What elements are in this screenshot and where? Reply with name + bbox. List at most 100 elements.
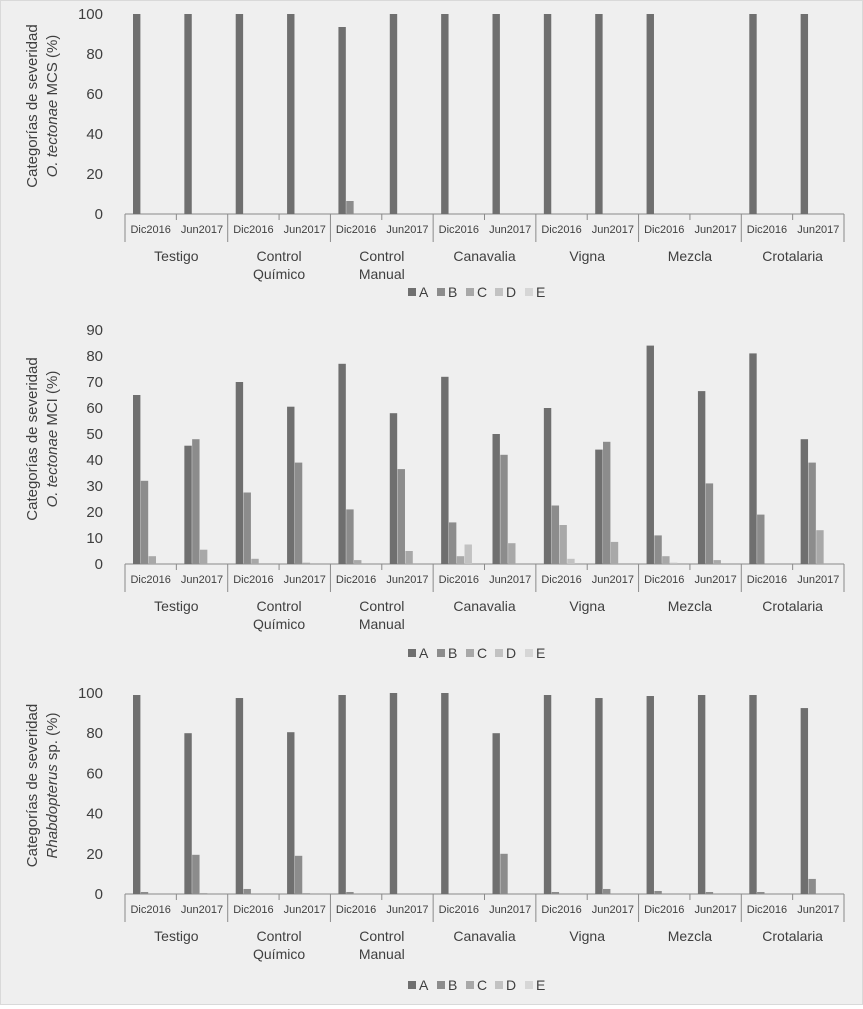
chart-panel-1: 0 20 40 60 80 100 Categorías de severidad O. te…	[24, 6, 845, 300]
legend-swatch-d	[495, 981, 503, 989]
bar-b	[192, 439, 200, 564]
y-tick-label: 100	[78, 685, 103, 702]
x-group-label: Canavalia	[453, 928, 515, 944]
x-group-label-line: Canavalia	[453, 248, 515, 264]
y-tick-label: 40	[86, 452, 103, 469]
bar-a	[184, 733, 192, 894]
x-group-label-line: Testigo	[154, 248, 199, 264]
x-subcategory-label: Jun2017	[694, 574, 736, 586]
legend-label-e: E	[536, 284, 545, 300]
bar-b	[140, 891, 149, 894]
x-group-label: Canavalia	[453, 248, 515, 264]
bar-a	[389, 413, 398, 564]
x-group-label-line: Testigo	[154, 598, 199, 614]
x-group-label-line: Crotalaria	[762, 598, 823, 614]
x-subcategory-label: Jun2017	[181, 574, 223, 586]
y-axis-label: Categorías de severidad O. tectonae MCI (…	[24, 357, 61, 520]
x-group-label: Vigna	[569, 928, 605, 944]
x-group-label-line: Manual	[359, 616, 405, 632]
x-group-label: Testigo	[154, 248, 199, 264]
x-group-label: Mezcla	[668, 598, 713, 614]
x-group-label: Crotalaria	[762, 248, 823, 264]
x-subcategory-label: Jun2017	[386, 224, 428, 236]
legend-label-b: B	[448, 977, 457, 993]
bar-b	[294, 855, 303, 894]
y-tick-label: 40	[86, 806, 103, 823]
x-group-label: Control Químico	[253, 598, 305, 632]
x-subcategory-label: Jun2017	[797, 904, 839, 916]
bar-a	[287, 14, 295, 214]
legend-swatch-e	[525, 981, 533, 989]
x-group-label-line: Químico	[253, 266, 305, 282]
y-tick-label: 60	[86, 86, 103, 103]
x-group-label-line: Control	[359, 248, 404, 264]
x-subcategory-label: Dic2016	[336, 574, 376, 586]
legend-label-e: E	[536, 645, 545, 661]
y-axis-label-species: O. tectonae	[44, 100, 61, 178]
y-axis-label-line2: O. tectonae MCI (%)	[44, 371, 61, 508]
bar-a	[184, 445, 192, 564]
bar-a	[697, 695, 706, 894]
bar-d	[464, 544, 472, 564]
x-group-label-line: Control	[257, 598, 302, 614]
bar-b	[140, 480, 149, 564]
bar-a	[287, 406, 295, 564]
x-group-label-line: Canavalia	[453, 928, 515, 944]
bar-d	[567, 558, 575, 564]
legend-swatch-e	[525, 649, 533, 657]
bar-a	[133, 14, 141, 214]
bar-b	[448, 522, 457, 564]
y-tick-label: 20	[86, 166, 103, 183]
bar-b	[603, 441, 611, 564]
x-group-label-line: Control	[359, 598, 404, 614]
bar-a	[749, 14, 757, 214]
bar-a	[749, 695, 757, 894]
x-subcategory-label: Jun2017	[284, 224, 326, 236]
bar-a	[389, 693, 398, 894]
chart-panel-2: 0 10 20 30 40 50 60 70 80 90 Categorías de severid…	[24, 322, 845, 661]
y-axis-label-line2: O. tectonae MCS (%)	[44, 35, 61, 178]
x-group-label-line: Canavalia	[453, 598, 515, 614]
x-group-label: Control Químico	[253, 248, 305, 282]
y-tick-label: 10	[86, 530, 103, 547]
legend-label-c: C	[477, 977, 487, 993]
y-axis-label-unit: MCS (%)	[44, 35, 61, 100]
x-group-label-line: Vigna	[569, 248, 605, 264]
legend: A B C D E	[408, 645, 545, 661]
legend-swatch-b	[437, 981, 445, 989]
x-subcategory-label: Jun2017	[592, 574, 634, 586]
y-tick-label: 80	[86, 46, 103, 63]
bar-a	[492, 434, 500, 564]
y-axis-label-line2: Rhabdopterus sp. (%)	[44, 713, 61, 859]
x-group-label: Control Manual	[359, 928, 405, 962]
x-subcategory-label: Dic2016	[439, 574, 479, 586]
x-group-label-line: Manual	[359, 266, 405, 282]
bar-a	[338, 27, 346, 214]
x-subcategory-label: Jun2017	[386, 904, 428, 916]
bar-a	[543, 695, 552, 894]
bar-c	[508, 543, 516, 564]
y-tick-label: 90	[86, 322, 103, 339]
bar-b	[192, 854, 200, 894]
legend-label-e: E	[536, 977, 545, 993]
x-subcategory-label: Jun2017	[284, 904, 326, 916]
x-subcategory-label: Dic2016	[336, 224, 376, 236]
x-group-label-line: Químico	[253, 946, 305, 962]
bar-a	[595, 449, 603, 564]
legend: A B C D E	[408, 284, 545, 300]
legend-swatch-a	[408, 649, 416, 657]
bar-b	[808, 878, 816, 894]
legend-swatch-c	[466, 288, 474, 296]
bar-a	[749, 353, 757, 564]
x-group-label: Vigna	[569, 598, 605, 614]
bar-c	[405, 551, 413, 564]
bar-b	[500, 853, 508, 894]
x-group-label-line: Mezcla	[668, 598, 713, 614]
x-group-label-line: Control	[257, 248, 302, 264]
bar-b	[808, 462, 816, 564]
bar-b	[243, 888, 251, 894]
bar-c	[610, 541, 619, 564]
bar-b	[346, 509, 354, 564]
bar-c	[816, 530, 824, 564]
x-subcategory-label: Dic2016	[747, 224, 787, 236]
